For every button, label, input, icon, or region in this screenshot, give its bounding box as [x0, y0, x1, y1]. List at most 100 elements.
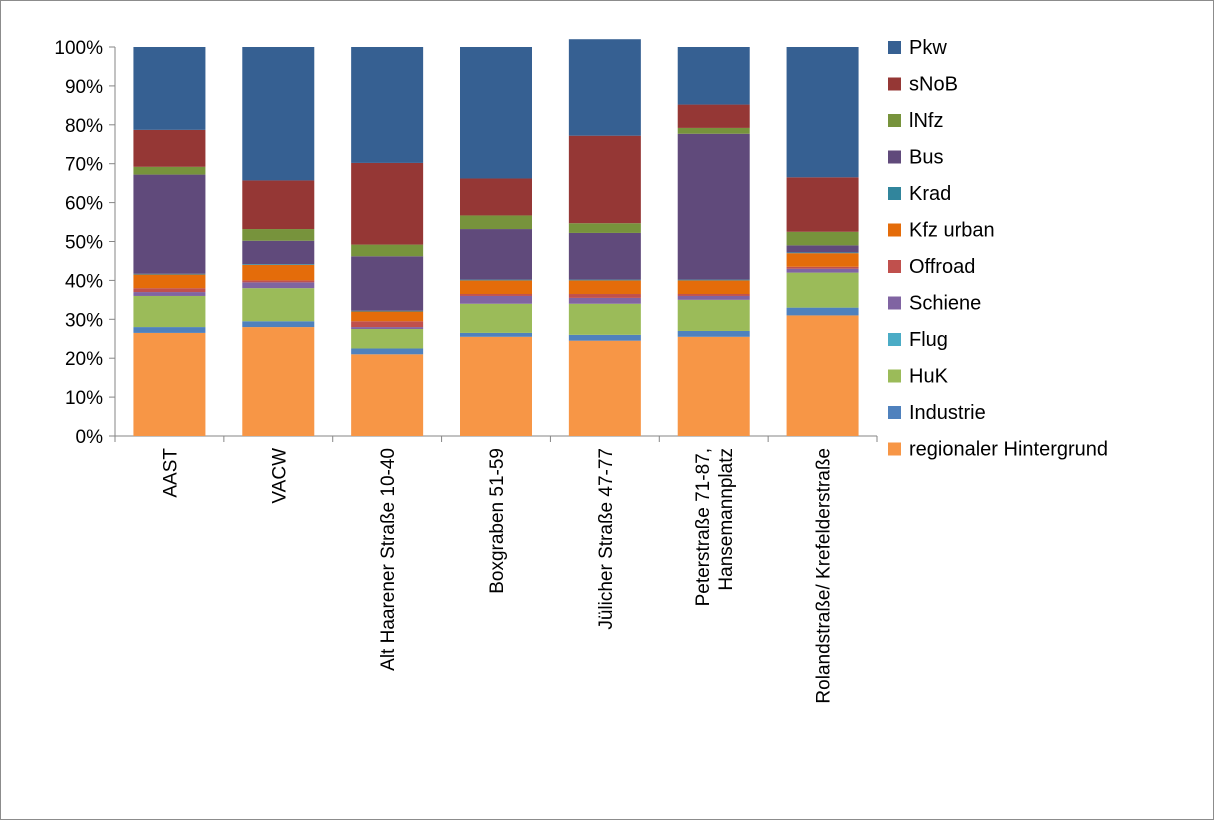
legend-entry: Industrie	[888, 402, 986, 424]
bar-segment	[242, 229, 315, 241]
bar-segment	[460, 295, 532, 304]
bar-segment	[460, 215, 532, 230]
bar-segment	[460, 303, 532, 333]
legend-entry: Bus	[888, 147, 943, 169]
bar-segment	[568, 280, 641, 295]
bar-segment	[133, 288, 206, 293]
legend-swatch	[888, 223, 901, 237]
bar-segment	[242, 280, 315, 283]
bar-segment	[460, 229, 532, 280]
legend-label: Flug	[909, 329, 948, 351]
bar-segment	[460, 294, 532, 296]
legend-entry: HuK	[888, 366, 949, 388]
bar-segment	[351, 321, 424, 328]
bar-segment	[351, 329, 424, 349]
bar-segment	[351, 327, 424, 330]
x-category-label: Alt Haarener Straße 10-40	[378, 448, 399, 671]
bar-segment	[133, 273, 206, 275]
bar-segment	[568, 135, 641, 224]
y-tick-label: 100%	[54, 38, 103, 59]
legend-entry: Kfz urban	[888, 220, 995, 242]
bar-segment	[242, 264, 315, 265]
legend-entry: Flug	[888, 329, 948, 351]
bar-segment	[568, 303, 641, 335]
legend-swatch	[888, 187, 901, 200]
x-category-labels: AAST VACW Alt Haarener Straße 10-40 Boxgrab…	[160, 448, 834, 704]
bar-segment	[133, 292, 206, 296]
bar-segment	[786, 266, 859, 269]
legend-swatch	[888, 442, 901, 456]
bar-segment	[242, 240, 315, 265]
bar-segment	[786, 252, 859, 254]
bar-segment	[677, 299, 750, 331]
legend: Pkw sNoB lNfz Bus Krad Kfz urban Offroad Schien…	[888, 37, 1108, 461]
bar-segment	[242, 321, 315, 328]
bar-segment	[786, 272, 859, 308]
bar-segment	[677, 330, 750, 337]
bar-segment	[351, 354, 424, 436]
legend-swatch	[888, 406, 901, 419]
legend-swatch	[888, 150, 901, 164]
legend-swatch	[888, 41, 901, 54]
bar-segment	[351, 244, 424, 257]
bar-segment	[351, 256, 424, 311]
bar-segment	[242, 180, 315, 230]
x-category-label: Jülicher Straße 47-77	[596, 448, 617, 630]
legend-label: Industrie	[909, 402, 986, 424]
bar-segment	[568, 334, 641, 341]
bar-stack	[677, 47, 750, 436]
x-category-label: VACW	[269, 448, 290, 504]
x-category-label: Boxgraben 51-59	[487, 448, 508, 594]
legend-label: Schiene	[909, 293, 981, 315]
legend-swatch	[888, 114, 901, 127]
bar-segment	[677, 336, 750, 436]
bar-segment	[351, 311, 424, 322]
bar-segment	[133, 327, 206, 333]
bar-segment	[460, 178, 532, 216]
legend-swatch	[888, 333, 901, 346]
bar-segment	[351, 47, 424, 163]
y-tick-label: 50%	[65, 233, 103, 254]
legend-label: Kfz urban	[909, 220, 995, 242]
bar-stack	[568, 39, 641, 436]
y-tick-label: 60%	[65, 194, 103, 215]
bar-segment	[568, 232, 641, 280]
bar-segment	[677, 295, 750, 300]
bar-segment	[786, 47, 859, 178]
y-tick-label: 10%	[65, 388, 103, 409]
bars	[133, 39, 859, 436]
bar-segment	[242, 288, 315, 322]
x-category-label: Rolandstraße/ Krefelderstraße	[814, 448, 835, 704]
bar-segment	[677, 47, 750, 105]
bar-stack	[786, 47, 859, 436]
bar-segment	[677, 133, 750, 280]
bar-segment	[133, 332, 206, 436]
bar-segment	[242, 282, 315, 289]
bar-segment	[568, 279, 641, 281]
bar-segment	[133, 47, 206, 130]
legend-entry: regionaler Hintergrund	[888, 439, 1108, 461]
bar-segment	[242, 47, 315, 181]
bar-segment	[677, 279, 750, 281]
y-tick-label: 20%	[65, 349, 103, 370]
bar-segment	[786, 307, 859, 316]
y-tick-label: 70%	[65, 155, 103, 176]
legend-entry: Offroad	[888, 256, 975, 278]
y-tick-label: 40%	[65, 271, 103, 292]
bar-segment	[133, 274, 206, 289]
legend-label: Offroad	[909, 256, 975, 278]
legend-swatch	[888, 296, 901, 310]
bar-segment	[677, 280, 750, 295]
legend-entry: Krad	[888, 183, 951, 205]
legend-label: regionaler Hintergrund	[909, 439, 1108, 461]
bar-segment	[568, 294, 641, 298]
legend-swatch	[888, 77, 901, 91]
bar-segment	[786, 231, 859, 246]
bar-segment	[133, 166, 206, 175]
bar-segment	[351, 162, 424, 245]
bar-segment	[133, 129, 206, 167]
bar-segment	[677, 294, 750, 296]
legend-label: Krad	[909, 183, 951, 205]
y-tick-label: 30%	[65, 310, 103, 331]
